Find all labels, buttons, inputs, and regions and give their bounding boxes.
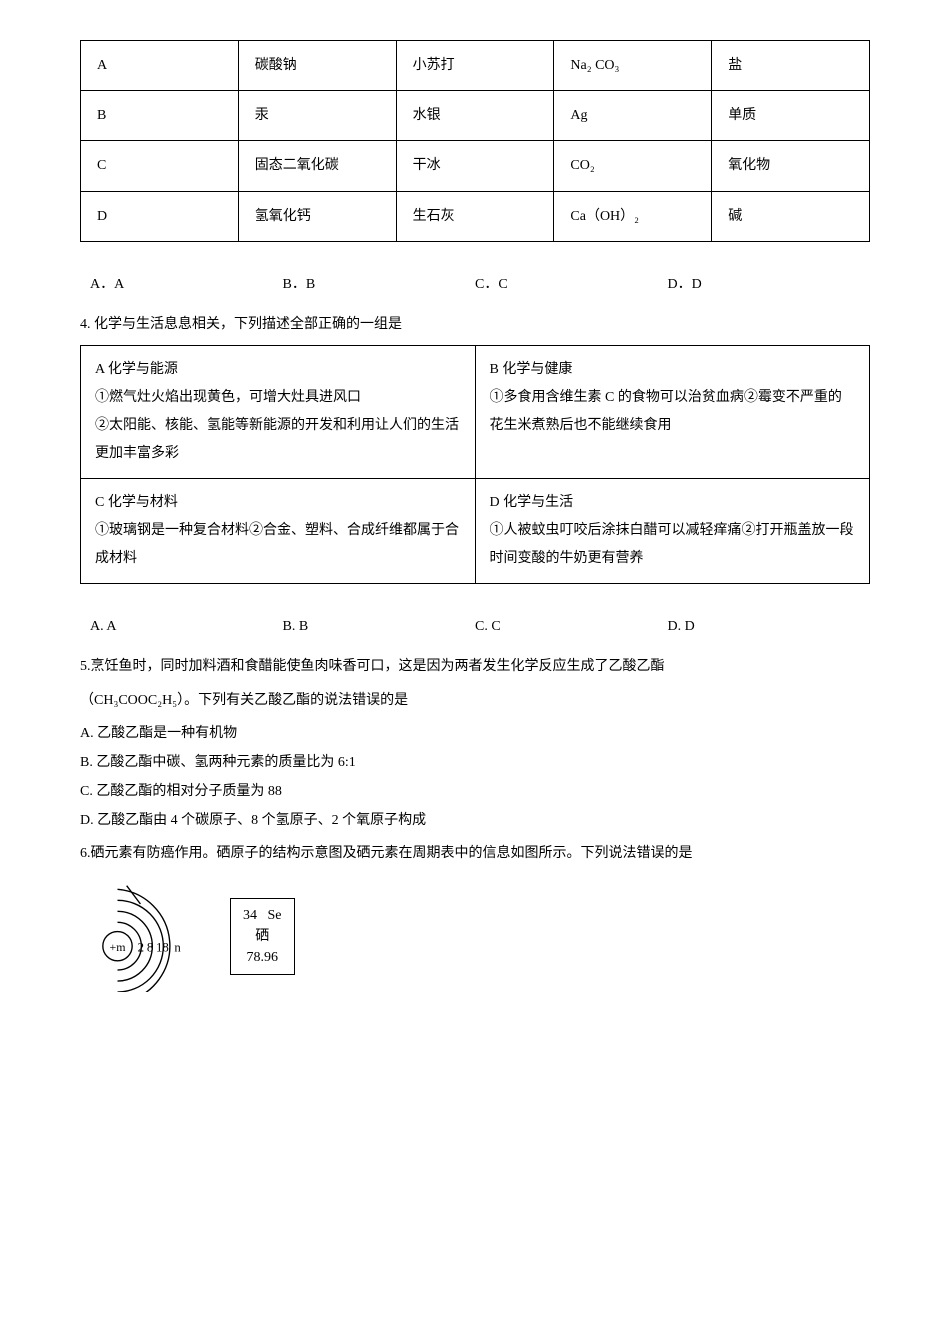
cell-line: ①玻璃钢是一种复合材料②合金、塑料、合成纤维都属于合成材料 (95, 517, 461, 573)
cell: D (81, 191, 239, 241)
table-row: A 化学与能源 ①燃气灶火焰出现黄色，可增大灶具进风口 ②太阳能、核能、氢能等新… (81, 346, 870, 479)
atom-structure-icon: +m 2 8 18 n (90, 882, 200, 992)
cell: 小苏打 (396, 41, 554, 91)
cell: 氢氧化钙 (238, 191, 396, 241)
atomic-number: 34 (243, 908, 257, 923)
atomic-mass: 78.96 (243, 947, 282, 968)
cell-line: ②太阳能、核能、氢能等新能源的开发和利用让人们的生活更加丰富多彩 (95, 412, 461, 468)
option-c: C．C (475, 272, 668, 297)
q5-line1: 5.烹饪鱼时，同时加料酒和食醋能使鱼肉味香可口，这是因为两者发生化学反应生成了乙… (80, 654, 870, 679)
shell-4: n (174, 940, 181, 954)
cell: A (81, 41, 239, 91)
cell: Ca（OH）₂ (554, 191, 712, 241)
q5-opt-c: C. 乙酸乙酯的相对分子质量为 88 (80, 779, 870, 804)
q5-answers: A. 乙酸乙酯是一种有机物 B. 乙酸乙酯中碳、氢两种元素的质量比为 6:1 C… (80, 721, 870, 834)
option-d: D. D (668, 614, 861, 639)
cell: 汞 (238, 91, 396, 141)
shell-3: 18 (156, 940, 169, 954)
cell: Na₂ CO₃ (554, 41, 712, 91)
cell-title: D 化学与生活 (490, 489, 856, 517)
cell-title: A 化学与能源 (95, 356, 461, 384)
cell-d: D 化学与生活 ①人被蚊虫叮咬后涂抹白醋可以减轻痒痛②打开瓶盖放一段时间变酸的牛… (475, 479, 870, 584)
element-name: 硒 (243, 926, 282, 947)
q3-options: A．A B．B C．C D．D (80, 272, 870, 297)
option-b: B．B (283, 272, 476, 297)
cell: Ag (554, 91, 712, 141)
cell: CO₂ (554, 141, 712, 191)
q6-text: 6.硒元素有防癌作用。硒原子的结构示意图及硒元素在周期表中的信息如图所示。下列说… (80, 841, 870, 866)
option-d: D．D (668, 272, 861, 297)
element-top-row: 34 Se (243, 905, 282, 926)
q5-line2: （CH₃COOC₂H₅）。下列有关乙酸乙酯的说法错误的是 (80, 688, 870, 713)
option-a: A. A (90, 614, 283, 639)
cell: 生石灰 (396, 191, 554, 241)
cell-b: B 化学与健康 ①多食用含维生素 C 的食物可以治贫血病②霉变不严重的花生米煮熟… (475, 346, 870, 479)
cell-title: C 化学与材料 (95, 489, 461, 517)
cell: 碳酸钠 (238, 41, 396, 91)
cell: 碱 (712, 191, 870, 241)
q4-text: 4. 化学与生活息息相关，下列描述全部正确的一组是 (80, 312, 870, 337)
cell: 单质 (712, 91, 870, 141)
cell: 干冰 (396, 141, 554, 191)
periodic-element-box: 34 Se 硒 78.96 (230, 898, 295, 975)
option-c: C. C (475, 614, 668, 639)
option-a: A．A (90, 272, 283, 297)
cell: C (81, 141, 239, 191)
q5-opt-b: B. 乙酸乙酯中碳、氢两种元素的质量比为 6:1 (80, 750, 870, 775)
q4-table: A 化学与能源 ①燃气灶火焰出现黄色，可增大灶具进风口 ②太阳能、核能、氢能等新… (80, 345, 870, 584)
table-row: C 固态二氧化碳 干冰 CO₂ 氧化物 (81, 141, 870, 191)
cell: 水银 (396, 91, 554, 141)
cell-line: ①多食用含维生素 C 的食物可以治贫血病②霉变不严重的花生米煮熟后也不能继续食用 (490, 384, 856, 440)
element-symbol: Se (268, 908, 282, 923)
table-row: A 碳酸钠 小苏打 Na₂ CO₃ 盐 (81, 41, 870, 91)
cell: 氧化物 (712, 141, 870, 191)
cell: 盐 (712, 41, 870, 91)
cell-a: A 化学与能源 ①燃气灶火焰出现黄色，可增大灶具进风口 ②太阳能、核能、氢能等新… (81, 346, 476, 479)
cell-title: B 化学与健康 (490, 356, 856, 384)
cell: B (81, 91, 239, 141)
table-row: C 化学与材料 ①玻璃钢是一种复合材料②合金、塑料、合成纤维都属于合成材料 D … (81, 479, 870, 584)
shell-1: 2 (138, 940, 144, 954)
atom-center: +m (110, 939, 127, 953)
table-row: D 氢氧化钙 生石灰 Ca（OH）₂ 碱 (81, 191, 870, 241)
shell-2: 8 (147, 940, 153, 954)
q5-opt-a: A. 乙酸乙酯是一种有机物 (80, 721, 870, 746)
cell-line: ①人被蚊虫叮咬后涂抹白醋可以减轻痒痛②打开瓶盖放一段时间变酸的牛奶更有营养 (490, 517, 856, 573)
q4-options: A. A B. B C. C D. D (80, 614, 870, 639)
table-row: B 汞 水银 Ag 单质 (81, 91, 870, 141)
option-b: B. B (283, 614, 476, 639)
q6-diagrams: +m 2 8 18 n 34 Se 硒 78.96 (90, 882, 870, 992)
cell-c: C 化学与材料 ①玻璃钢是一种复合材料②合金、塑料、合成纤维都属于合成材料 (81, 479, 476, 584)
cell: 固态二氧化碳 (238, 141, 396, 191)
q5-opt-d: D. 乙酸乙酯由 4 个碳原子、8 个氢原子、2 个氧原子构成 (80, 808, 870, 833)
substance-table: A 碳酸钠 小苏打 Na₂ CO₃ 盐 B 汞 水银 Ag 单质 C 固态二氧化… (80, 40, 870, 242)
cell-line: ①燃气灶火焰出现黄色，可增大灶具进风口 (95, 384, 461, 412)
